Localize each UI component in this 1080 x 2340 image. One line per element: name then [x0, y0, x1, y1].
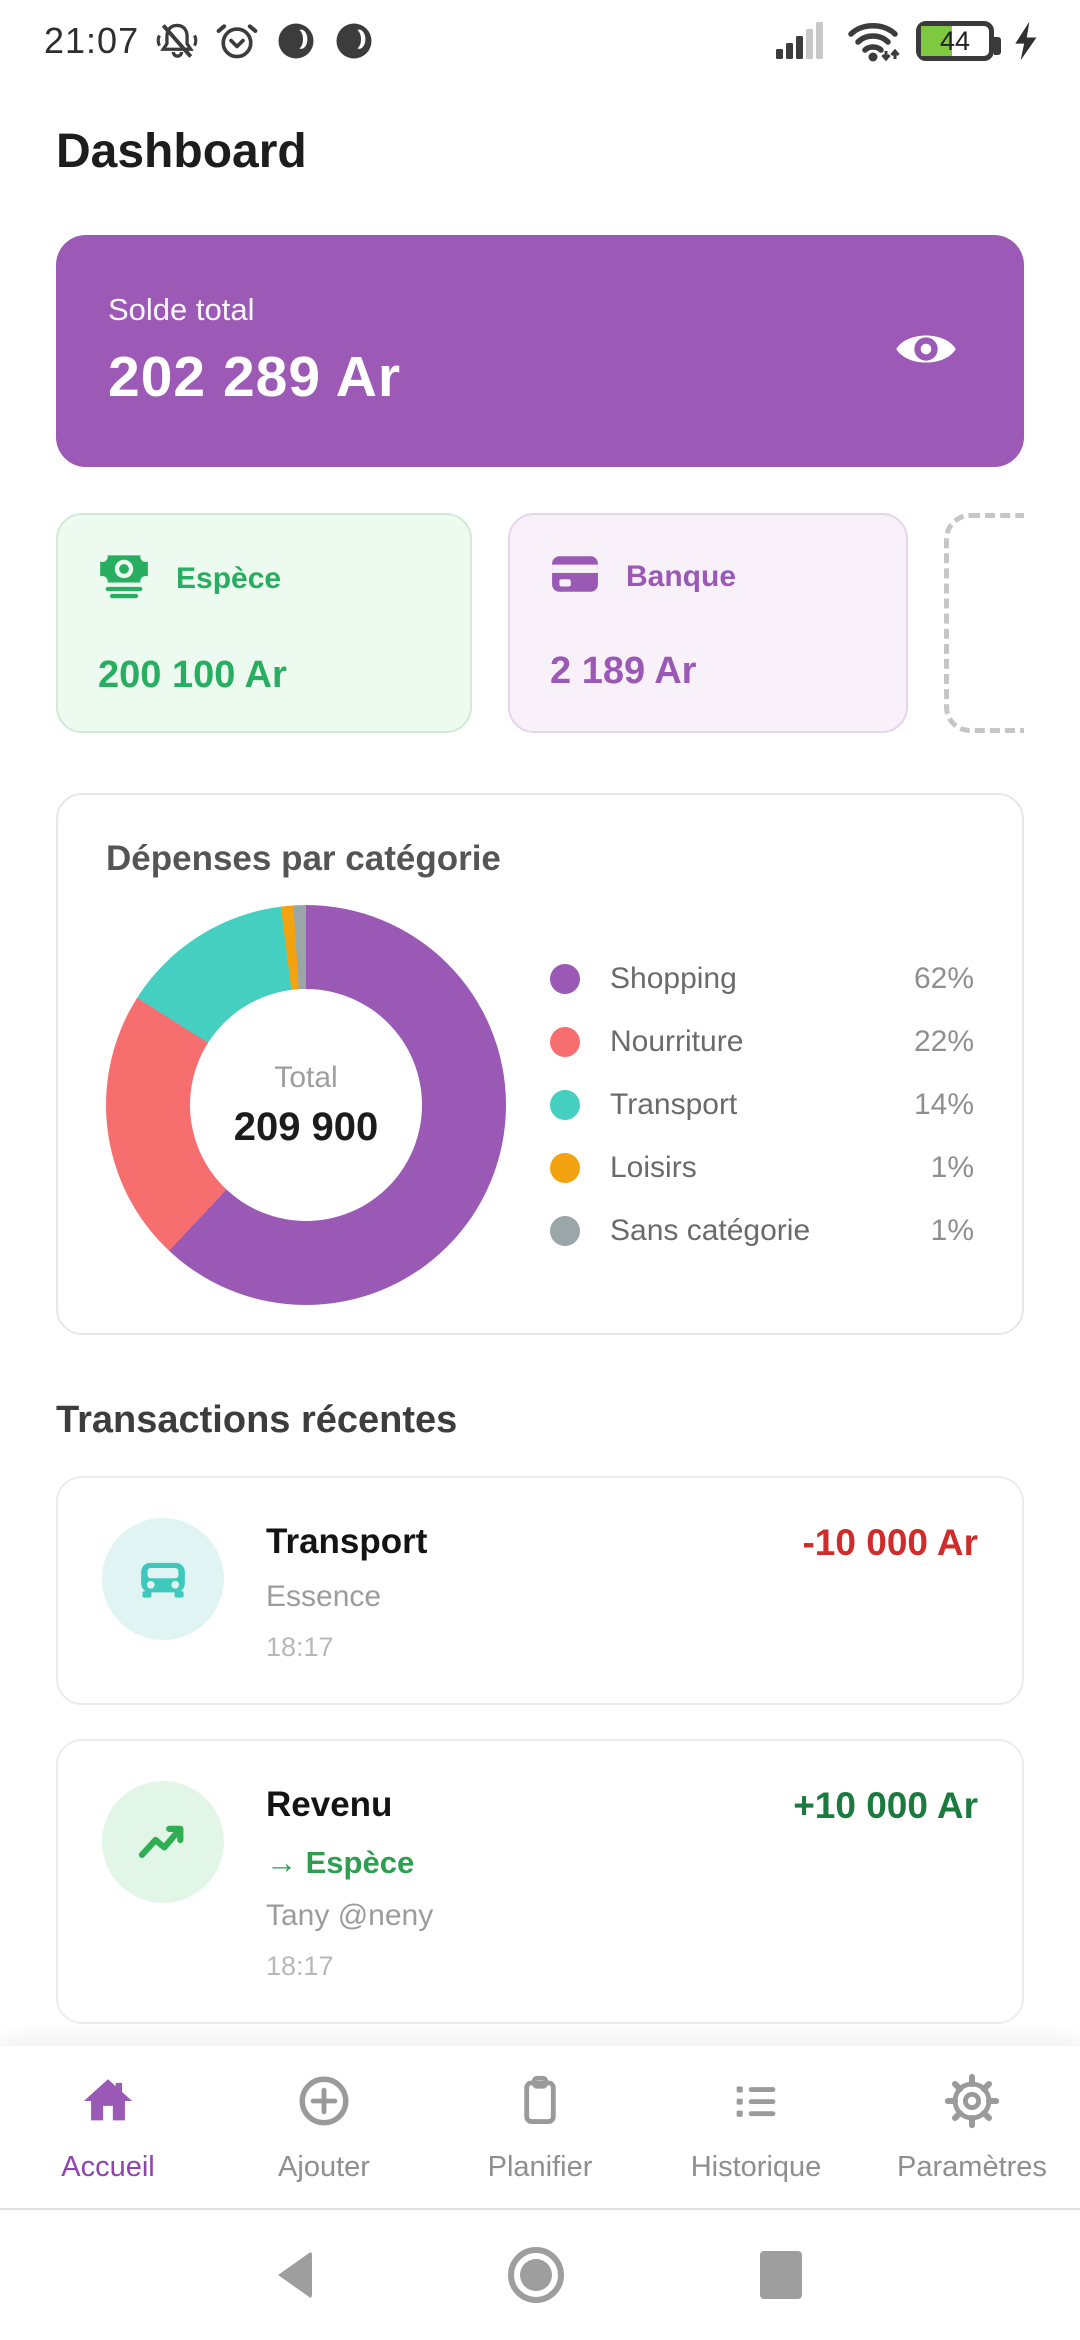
transaction-title: Transport [266, 1522, 428, 1561]
chart-legend: Shopping 62% Nourriture 22% Transport 14… [550, 948, 974, 1263]
legend-label: Transport [610, 1088, 738, 1121]
alarm-icon [215, 19, 259, 63]
legend-row: Sans catégorie 1% [550, 1200, 974, 1263]
signal-icon [774, 21, 830, 61]
legend-label: Shopping [610, 962, 737, 995]
accounts-row: Espèce 200 100 Ar Banque 2 189 Ar [56, 513, 1024, 733]
credit-card-icon [550, 553, 600, 600]
legend-label: Sans catégorie [610, 1214, 811, 1247]
system-recents-button[interactable] [760, 2251, 802, 2299]
donut-chart[interactable]: Total 209 900 [106, 905, 506, 1305]
status-bar: 21:07 [0, 0, 1080, 72]
car-icon [132, 1550, 194, 1609]
legend-percent: 1% [930, 1151, 974, 1184]
donut-center: Total 209 900 [190, 989, 422, 1221]
bottom-nav: Accueil Ajouter Planifier [0, 2046, 1080, 2208]
legend-percent: 14% [913, 1088, 974, 1121]
trending-up-icon [133, 1814, 193, 1871]
legend-row: Shopping 62% [550, 948, 974, 1011]
account-amount: 2 189 Ar [550, 650, 697, 692]
eye-icon[interactable] [892, 324, 960, 379]
wifi-icon [846, 19, 900, 63]
account-amount: 200 100 Ar [98, 654, 287, 696]
account-name: Banque [626, 559, 737, 593]
nav-label: Planifier [487, 2151, 593, 2183]
transactions-header: Transactions récentes [56, 1399, 458, 1441]
account-card-espece[interactable]: Espèce 200 100 Ar [56, 513, 472, 733]
nav-label: Paramètres [897, 2151, 1047, 2183]
system-nav-bar [0, 2210, 1080, 2340]
app-notification-icon [333, 20, 375, 62]
clock-time: 21:07 [44, 20, 140, 61]
legend-dot [550, 1090, 580, 1120]
legend-row: Loisirs 1% [550, 1137, 974, 1200]
transaction-avatar [102, 1781, 224, 1903]
transaction-card[interactable]: Revenu → Espèce Tany @neny 18:17 +10 000… [56, 1739, 1024, 2024]
legend-dot [550, 1153, 580, 1183]
chart-title: Dépenses par catégorie [106, 839, 501, 878]
add-account-card[interactable] [944, 513, 1024, 733]
nav-divider [0, 2208, 1080, 2210]
nav-item-planifier[interactable]: Planifier [432, 2046, 648, 2208]
account-card-banque[interactable]: Banque 2 189 Ar [508, 513, 908, 733]
charging-bolt-icon [1010, 19, 1040, 63]
transaction-time: 18:17 [266, 1951, 334, 1981]
system-home-button[interactable] [508, 2247, 564, 2303]
transaction-note: Essence [266, 1580, 382, 1613]
legend-percent: 22% [913, 1025, 974, 1058]
plus-circle-icon [295, 2072, 353, 2135]
battery-icon: 44 [916, 21, 1001, 61]
nav-item-accueil[interactable]: Accueil [0, 2046, 216, 2208]
total-balance-card: Solde total 202 289 Ar [56, 235, 1024, 467]
nav-item-historique[interactable]: Historique [648, 2046, 864, 2208]
donut-total-label: Total [274, 1060, 338, 1094]
legend-percent: 62% [913, 962, 974, 995]
list-icon [727, 2072, 785, 2135]
nav-label: Ajouter [278, 2151, 370, 2183]
transaction-card[interactable]: Transport Essence 18:17 -10 000 Ar [56, 1476, 1024, 1705]
nav-item-ajouter[interactable]: Ajouter [216, 2046, 432, 2208]
balance-label: Solde total [108, 292, 255, 327]
transaction-time: 18:17 [266, 1632, 334, 1662]
transaction-avatar [102, 1518, 224, 1640]
transaction-amount: -10 000 Ar [802, 1522, 978, 1563]
cash-icon [96, 551, 152, 604]
battery-percent: 44 [939, 25, 971, 56]
expenses-chart-card: Dépenses par catégorie Total 209 900 Sho… [56, 793, 1024, 1335]
balance-amount: 202 289 Ar [108, 345, 402, 409]
nav-item-parametres[interactable]: Paramètres [864, 2046, 1080, 2208]
battery-fill [921, 26, 953, 56]
legend-label: Loisirs [610, 1151, 697, 1184]
page-title: Dashboard [56, 125, 307, 178]
legend-percent: 1% [930, 1214, 974, 1247]
home-icon [79, 2072, 137, 2135]
legend-row: Transport 14% [550, 1074, 974, 1137]
transaction-account: → Espèce [266, 1845, 415, 1880]
transaction-title: Revenu [266, 1785, 393, 1824]
nav-label: Accueil [61, 2151, 155, 2183]
clipboard-icon [511, 2072, 569, 2135]
app-notification-icon [275, 20, 317, 62]
transaction-amount: +10 000 Ar [793, 1785, 978, 1826]
legend-dot [550, 1027, 580, 1057]
legend-label: Nourriture [610, 1025, 744, 1058]
donut-total-value: 209 900 [233, 1104, 379, 1149]
gear-icon [943, 2072, 1001, 2135]
legend-row: Nourriture 22% [550, 1011, 974, 1074]
legend-dot [550, 1216, 580, 1246]
account-name: Espèce [176, 561, 282, 595]
nav-label: Historique [690, 2151, 822, 2183]
transaction-note: Tany @neny [266, 1899, 434, 1932]
system-back-button[interactable] [278, 2251, 312, 2299]
legend-dot [550, 964, 580, 994]
vibrate-off-icon [155, 19, 199, 63]
